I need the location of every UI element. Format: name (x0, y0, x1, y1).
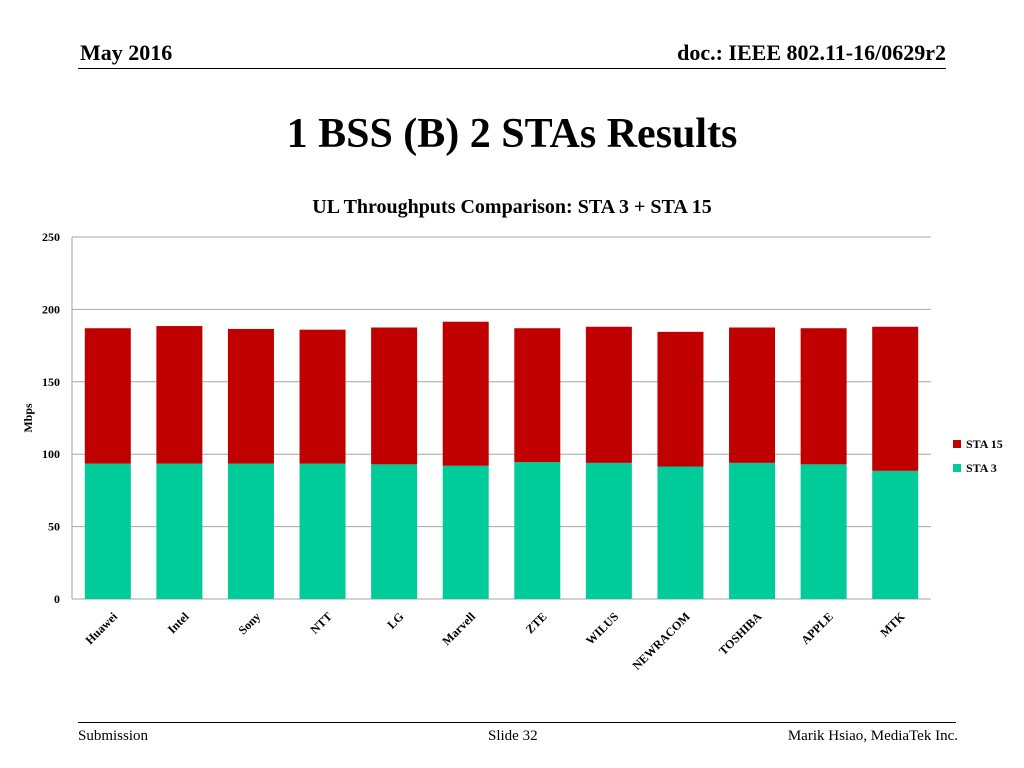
x-tick-label: Marvell (439, 609, 478, 648)
bar-sta-3-apple (800, 464, 847, 599)
bar-sta-15-apple (800, 328, 847, 465)
x-tick-label: Huawei (82, 609, 120, 647)
header-doc-id: doc.: IEEE 802.11-16/0629r2 (677, 40, 946, 65)
footer-divider (78, 722, 956, 723)
bars (84, 321, 919, 599)
y-axis-label: Mbps (21, 403, 35, 433)
chart-title: UL Throughputs Comparison: STA 3 + STA 1… (312, 196, 712, 218)
y-tick-label: 0 (54, 592, 60, 606)
y-tick-label: 150 (42, 375, 60, 389)
x-tick-label: ZTE (523, 609, 550, 636)
y-tick-label: 100 (42, 447, 60, 461)
bar-sta-3-marvell (442, 465, 489, 599)
bar-sta-15-mtk (872, 326, 919, 471)
x-tick-label: LG (384, 609, 406, 631)
bar-sta-15-ntt (299, 329, 346, 464)
footer-author: Marik Hsiao, MediaTek Inc. (787, 728, 958, 744)
legend: STA 15 STA 3 (953, 437, 1003, 475)
x-tick-label: NEWRACOM (630, 609, 693, 672)
header-date: May 2016 (80, 40, 173, 65)
bar-sta-3-zte (514, 462, 561, 599)
bar-sta-15-lg (371, 327, 418, 465)
bar-sta-3-toshiba (729, 462, 776, 599)
x-tick-label: WILUS (583, 609, 621, 647)
bar-sta-15-zte (514, 328, 561, 463)
bar-sta-3-mtk (872, 470, 919, 599)
bar-sta-3-intel (156, 463, 203, 599)
bar-sta-15-newracom (657, 331, 704, 467)
x-tick-label: APPLE (798, 609, 836, 647)
x-axis-ticks: Huawei Intel Sony NTT LG Marvell ZTE WILUS NEWRA… (82, 609, 908, 673)
bar-sta-3-lg (371, 464, 418, 599)
bar-sta-15-intel (156, 326, 203, 464)
stacked-bar-chart: UL Throughputs Comparison: STA 3 + STA 1… (21, 196, 1003, 673)
bar-sta-15-sony (227, 328, 274, 464)
bar-sta-3-wilus (585, 462, 632, 599)
x-tick-label: TOSHIBA (716, 609, 765, 658)
bar-sta-15-toshiba (729, 327, 776, 463)
x-tick-label: Intel (165, 609, 192, 636)
bar-sta-3-newracom (657, 466, 704, 599)
legend-swatch (953, 464, 961, 472)
header-divider (78, 68, 946, 69)
y-tick-label: 50 (48, 520, 60, 534)
y-axis-ticks: 0 50 100 150 200 250 (42, 230, 60, 606)
bar-sta-15-huawei (84, 328, 131, 464)
legend-label: STA 3 (966, 461, 997, 475)
gridlines (71, 236, 931, 600)
bar-sta-3-ntt (299, 463, 346, 599)
footer-slide-number: Slide 32 (488, 728, 538, 744)
legend-swatch (953, 440, 961, 448)
y-tick-label: 200 (42, 302, 60, 316)
footer-submission: Submission (78, 728, 149, 744)
bar-sta-15-marvell (442, 321, 489, 466)
x-tick-label: NTT (308, 609, 335, 636)
slide-title: 1 BSS (B) 2 STAs Results (286, 111, 738, 157)
bar-sta-3-sony (227, 463, 274, 599)
bar-sta-3-huawei (84, 463, 131, 599)
legend-label: STA 15 (966, 437, 1003, 451)
x-tick-label: Sony (235, 609, 263, 637)
bar-sta-15-wilus (585, 326, 632, 463)
y-tick-label: 250 (42, 230, 60, 244)
x-tick-label: MTK (877, 609, 908, 640)
